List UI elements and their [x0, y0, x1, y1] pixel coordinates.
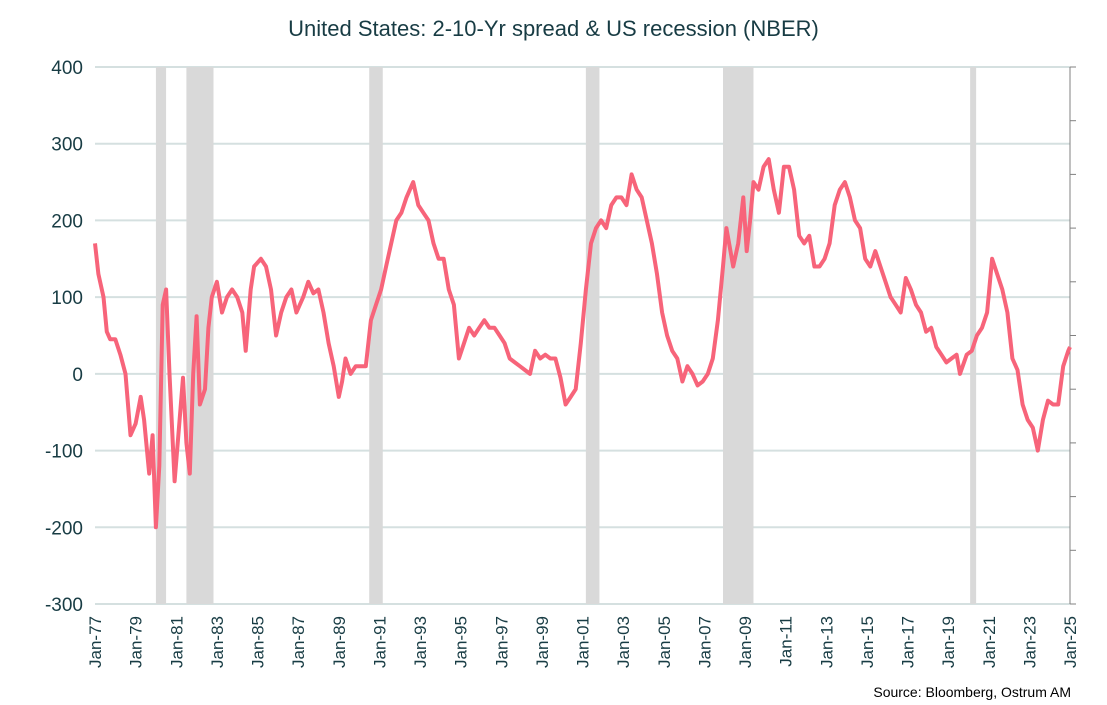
y-tick-label: 0 [72, 365, 83, 386]
x-tick-label: Jan-23 [1020, 616, 1039, 668]
x-tick-label: Jan-87 [289, 616, 308, 668]
x-tick-label: Jan-01 [574, 616, 593, 668]
spread-line [93, 157, 1072, 530]
x-tick-label: Jan-95 [452, 616, 471, 668]
x-tick-label: Jan-99 [533, 616, 552, 668]
y-tick-label: 100 [51, 288, 83, 309]
source-note: Source: Bloomberg, Ostrum AM [873, 684, 1071, 700]
x-tick-label: Jan-11 [777, 616, 796, 667]
y-tick-label: 300 [51, 135, 83, 156]
x-tick-label: Jan-97 [492, 616, 511, 668]
x-tick-label: Jan-83 [208, 616, 227, 668]
x-tick-label: Jan-03 [614, 616, 633, 668]
recession-bar [369, 67, 383, 604]
recession-bar [585, 67, 600, 604]
y-tick-label: 400 [51, 58, 83, 79]
x-tick-label: Jan-17 [899, 616, 918, 668]
x-tick-label: Jan-91 [370, 616, 389, 668]
x-tick-label: Jan-85 [249, 616, 268, 668]
chart-title: United States: 2-10-Yr spread & US reces… [288, 16, 819, 41]
x-tick-label: Jan-21 [980, 616, 999, 668]
x-tick-label: Jan-77 [86, 616, 105, 668]
x-tick-label: Jan-79 [127, 616, 146, 668]
recession-bar [722, 67, 754, 604]
y-tick-label: -100 [45, 442, 83, 463]
x-tick-label: Jan-09 [736, 616, 755, 668]
recession-bar [970, 67, 977, 604]
x-tick-label: Jan-19 [939, 616, 958, 668]
y-tick-label: 200 [51, 211, 83, 232]
x-tick-label: Jan-15 [858, 616, 877, 668]
x-tick-label: Jan-07 [695, 616, 714, 668]
x-tick-label: Jan-05 [655, 616, 674, 668]
x-tick-label: Jan-93 [411, 616, 430, 668]
y-tick-label: -300 [45, 595, 83, 616]
x-tick-label: Jan-81 [167, 616, 186, 668]
x-tick-label: Jan-13 [817, 616, 836, 668]
x-tick-label: Jan-89 [330, 616, 349, 668]
x-tick-label: Jan-25 [1061, 616, 1080, 668]
y-tick-label: -200 [45, 518, 83, 539]
